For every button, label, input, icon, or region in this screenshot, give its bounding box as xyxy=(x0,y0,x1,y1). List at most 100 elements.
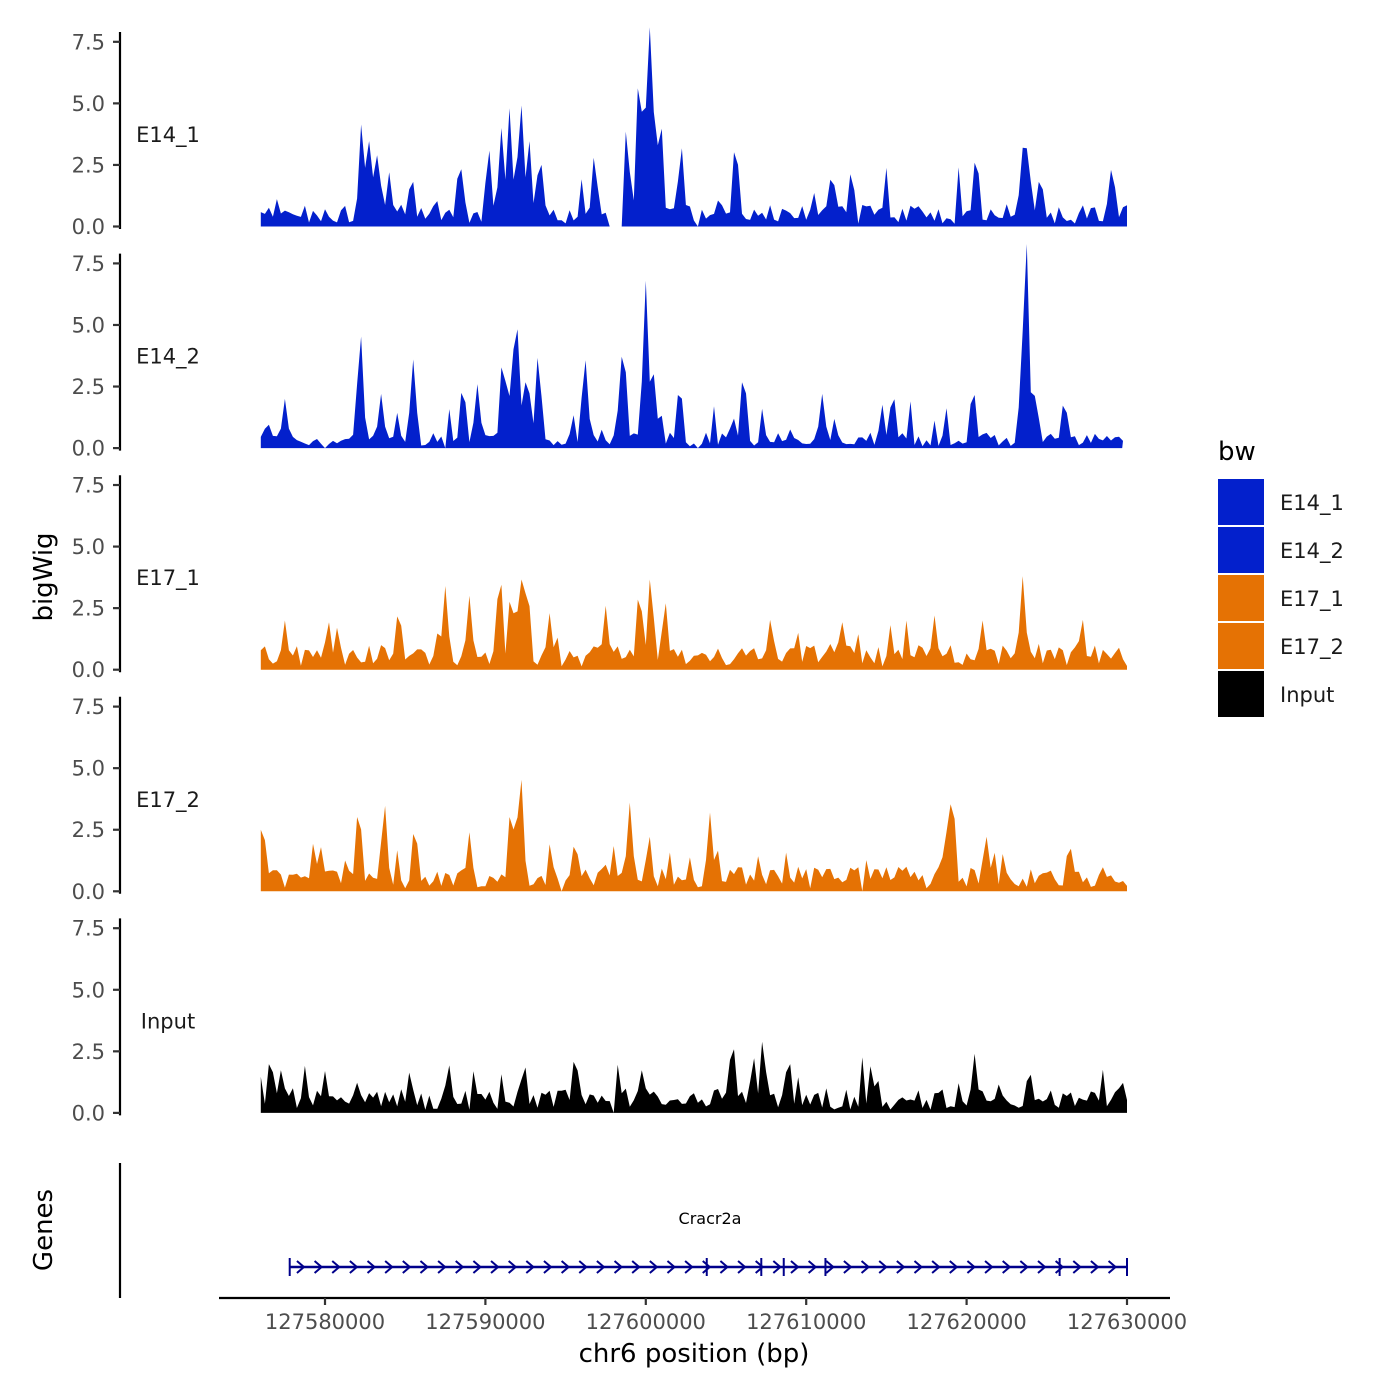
legend-swatch-Input xyxy=(1218,671,1264,717)
genes-axis-title: Genes xyxy=(29,1189,59,1271)
strand-arrow xyxy=(913,1260,924,1274)
strand-arrow xyxy=(560,1260,571,1274)
y-tick-label: 7.5 xyxy=(72,252,105,276)
strand-arrow xyxy=(525,1260,535,1274)
strand-arrow xyxy=(384,1260,394,1274)
legend-label-E14_1: E14_1 xyxy=(1280,491,1344,516)
strand-arrow xyxy=(419,1260,429,1274)
y-tick-label: 7.5 xyxy=(72,30,105,54)
y-tick-label: 2.5 xyxy=(72,153,105,177)
y-tick-label: 7.5 xyxy=(72,695,105,719)
strand-arrow xyxy=(984,1260,994,1274)
strand-arrow xyxy=(402,1260,412,1274)
strand-arrow xyxy=(1072,1260,1082,1274)
y-tick-label: 5.0 xyxy=(72,978,105,1002)
legend-label-E17_2: E17_2 xyxy=(1280,635,1344,660)
area-E17_1 xyxy=(260,576,1127,670)
x-axis-title: chr6 position (bp) xyxy=(579,1339,810,1369)
strand-arrow xyxy=(843,1260,853,1274)
y-tick-label: 7.5 xyxy=(72,917,105,941)
legend-swatch-E14_1 xyxy=(1218,479,1264,525)
strand-arrow xyxy=(1019,1260,1029,1274)
strand-arrow xyxy=(966,1260,976,1274)
x-axis: 127580000 127590000 127600000 127610000 1276… xyxy=(219,1296,1187,1334)
strand-arrow xyxy=(1037,1260,1047,1274)
strand-arrow xyxy=(437,1260,447,1274)
y-tick-label: 0.0 xyxy=(72,658,105,682)
strand-arrow xyxy=(878,1260,888,1274)
x-tick-label: 127590000 xyxy=(425,1310,545,1334)
strand-arrow xyxy=(772,1260,782,1274)
legend-swatch-E17_1 xyxy=(1218,575,1264,621)
track-label: E17_1 xyxy=(136,566,200,591)
strand-arrow xyxy=(366,1260,377,1274)
strand-arrow xyxy=(349,1260,359,1274)
track-E14_2: 0.0 2.5 5.0 7.5 E14_2 xyxy=(72,244,1123,461)
strand-arrow xyxy=(296,1260,306,1274)
x-tick-label: 127620000 xyxy=(906,1310,1026,1334)
strand-arrow xyxy=(472,1260,482,1274)
strand-arrow xyxy=(1107,1260,1118,1274)
legend-label-Input: Input xyxy=(1280,683,1334,707)
legend-swatch-E17_2 xyxy=(1218,623,1264,669)
tracks: 0.0 2.5 5.0 7.5 E14_1 0.0 2.5 5.0 7.5 E14_2 0.0 2.5… xyxy=(72,27,1127,1125)
strand-arrow xyxy=(949,1260,959,1274)
strand-arrow xyxy=(896,1260,906,1274)
genes-panel: Genes Cracr2a xyxy=(29,1163,1128,1298)
strand-arrow xyxy=(596,1260,606,1274)
strand-arrow xyxy=(649,1260,659,1274)
y-tick-label: 2.5 xyxy=(72,597,105,621)
strand-arrow xyxy=(931,1260,941,1274)
y-tick-label: 5.0 xyxy=(72,92,105,116)
strand-arrow xyxy=(455,1260,465,1274)
area-Input xyxy=(260,1041,1127,1113)
strand-arrow xyxy=(631,1260,641,1274)
strand-arrow xyxy=(543,1260,553,1274)
legend: bw E14_1 E14_2 E17_1 E17_2 Input xyxy=(1218,437,1344,717)
strand-arrow xyxy=(578,1260,588,1274)
y-tick-label: 5.0 xyxy=(72,535,105,559)
legend-label-E14_2: E14_2 xyxy=(1280,539,1344,564)
strand-arrow xyxy=(702,1260,712,1274)
track-E17_1: 0.0 2.5 5.0 7.5 E17_1 xyxy=(72,474,1127,682)
legend-label-E17_1: E17_1 xyxy=(1280,587,1344,612)
x-tick-label: 127610000 xyxy=(746,1310,866,1334)
strand-arrow xyxy=(737,1260,747,1274)
y-tick-label: 2.5 xyxy=(72,375,105,399)
strand-arrow xyxy=(331,1260,341,1274)
strand-arrow xyxy=(719,1260,729,1274)
strand-arrow xyxy=(684,1260,694,1274)
strand-arrow xyxy=(508,1260,518,1274)
y-tick-label: 0.0 xyxy=(72,1101,105,1125)
gene-track: Cracr2a xyxy=(288,1209,1128,1276)
y-tick-label: 0.0 xyxy=(72,437,105,461)
y-tick-label: 7.5 xyxy=(72,474,105,498)
strand-arrow xyxy=(825,1260,835,1274)
strand-arrow xyxy=(613,1260,624,1274)
track-label: E14_2 xyxy=(136,345,200,370)
strand-arrow xyxy=(313,1260,324,1274)
track-label: E14_1 xyxy=(136,123,200,148)
track-label: E17_2 xyxy=(136,788,200,813)
legend-title: bw xyxy=(1218,437,1256,467)
area-E17_2 xyxy=(260,779,1127,892)
strand-arrow xyxy=(666,1260,677,1274)
y-tick-label: 0.0 xyxy=(72,880,105,904)
strand-arrow xyxy=(1054,1260,1065,1274)
track-E14_1: 0.0 2.5 5.0 7.5 E14_1 xyxy=(72,27,1127,239)
gene-name-label: Cracr2a xyxy=(679,1209,742,1228)
strand-arrow xyxy=(755,1260,765,1274)
x-tick-label: 127600000 xyxy=(586,1310,706,1334)
track-label: Input xyxy=(141,1009,195,1033)
y-tick-label: 2.5 xyxy=(72,818,105,842)
strand-arrow xyxy=(1090,1260,1100,1274)
legend-swatch-E14_2 xyxy=(1218,527,1264,573)
area-E14_2 xyxy=(260,244,1123,449)
y-tick-label: 0.0 xyxy=(72,215,105,239)
y-tick-label: 5.0 xyxy=(72,757,105,781)
area-E14_1 xyxy=(260,27,1127,227)
x-tick-label: 127630000 xyxy=(1067,1310,1187,1334)
strand-arrow xyxy=(790,1260,800,1274)
track-E17_2: 0.0 2.5 5.0 7.5 E17_2 xyxy=(72,695,1127,904)
